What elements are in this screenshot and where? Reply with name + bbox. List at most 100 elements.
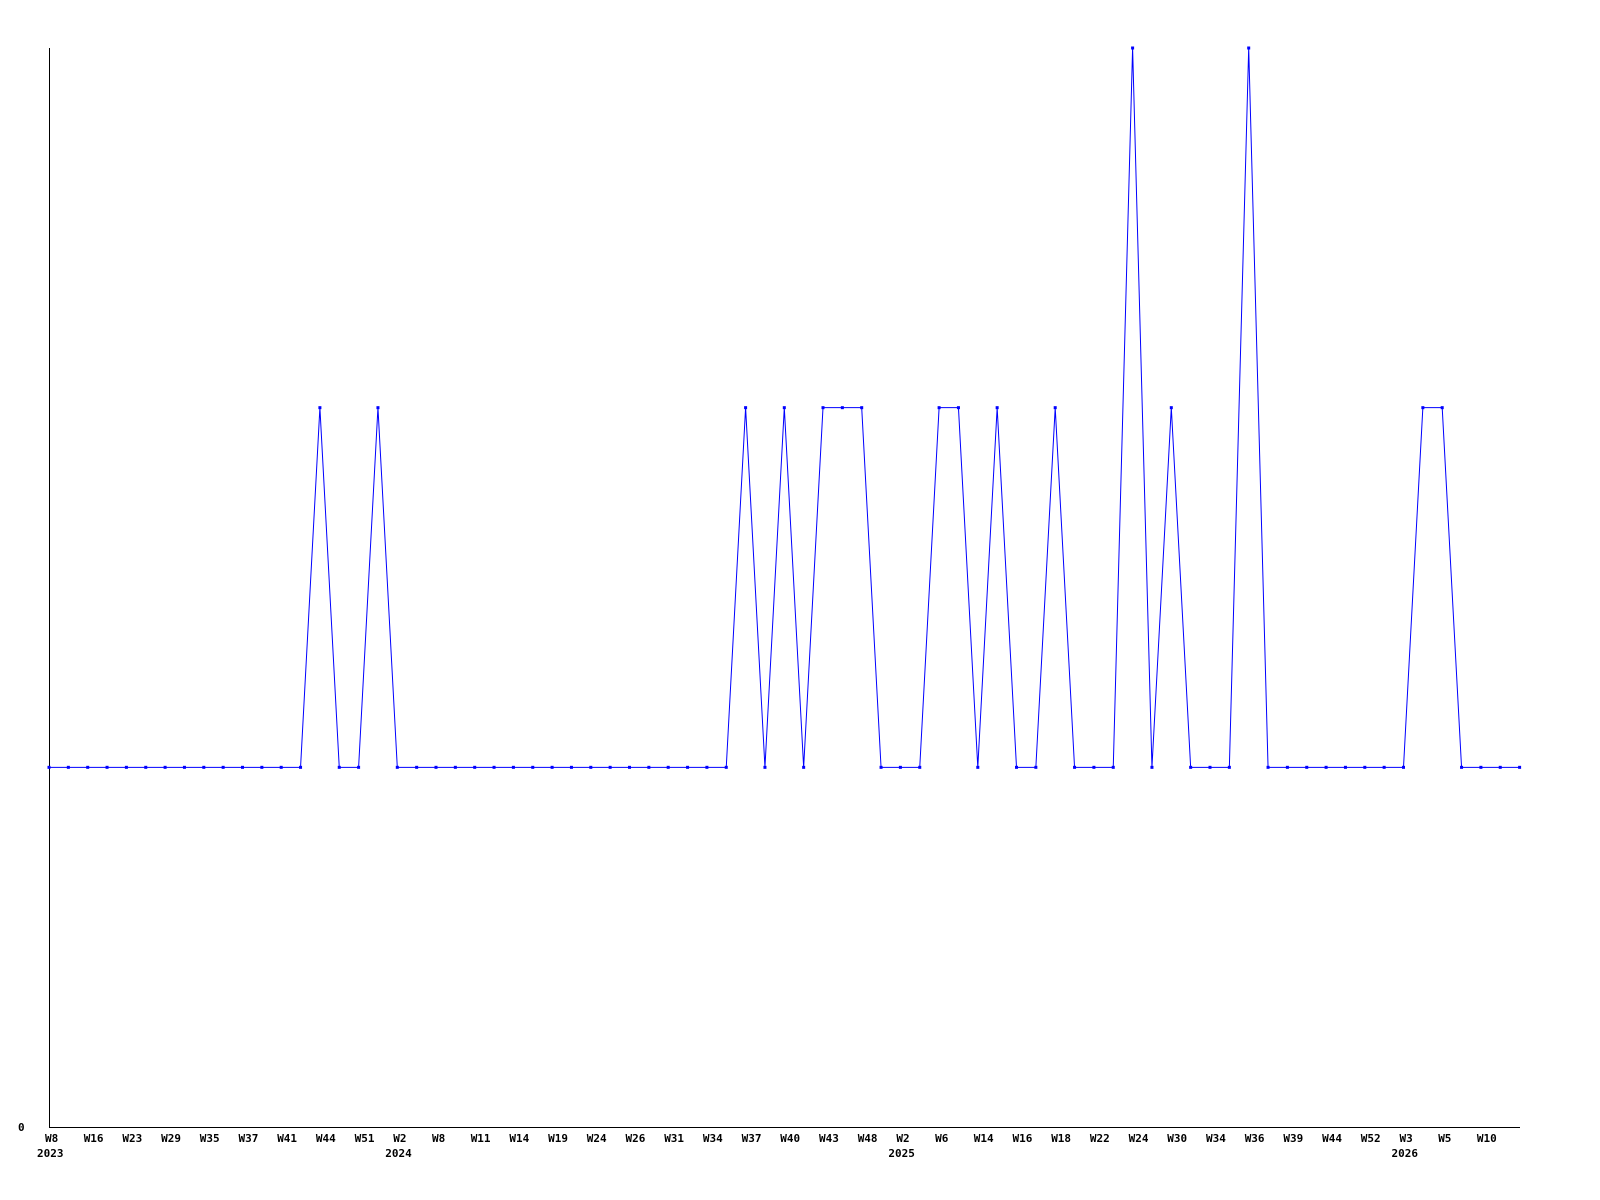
data-point [434,765,438,769]
data-point [1189,765,1193,769]
data-point [124,765,128,769]
data-point [1227,765,1231,769]
x-tick-label: W16 [84,1132,104,1145]
data-point [763,765,767,769]
data-point [1053,406,1057,410]
data-point [202,765,206,769]
data-point [647,765,651,769]
data-point [589,765,593,769]
data-point [976,765,980,769]
data-point [511,765,515,769]
data-point [898,765,902,769]
data-point [802,765,806,769]
data-point [1402,765,1405,769]
y-tick-label: 0 [18,1121,25,1134]
x-tick-label: W14 [509,1132,529,1145]
x-tick-label: W24 [587,1132,607,1145]
data-point [1363,765,1367,769]
x-tick-label: W39 [1283,1132,1303,1145]
data-point [163,765,167,769]
data-point [47,765,51,769]
x-tick-label: W19 [548,1132,568,1145]
year-label: 2026 [1392,1147,1419,1160]
data-point [1343,765,1347,769]
data-point [1131,46,1135,50]
data-point [1382,765,1386,769]
x-tick-label: W51 [355,1132,375,1145]
data-point [144,765,148,769]
data-point [550,765,554,769]
data-point [279,765,283,769]
year-label: 2024 [385,1147,412,1160]
year-label: 2023 [37,1147,64,1160]
data-point [1169,406,1173,410]
data-point [105,765,109,769]
data-point [531,765,535,769]
data-point [221,765,225,769]
data-point [1518,765,1522,769]
x-tick-label: W34 [1206,1132,1226,1145]
x-tick-label: W11 [471,1132,491,1145]
data-point [628,765,631,769]
x-tick-label: W8 [45,1132,58,1145]
data-point [1460,765,1464,769]
x-tick-label: W16 [1013,1132,1033,1145]
data-point [299,765,303,769]
x-tick-label: W52 [1361,1132,1381,1145]
data-point [724,765,728,769]
data-point [744,406,748,410]
x-tick-label: W22 [1090,1132,1110,1145]
x-tick-label: W37 [239,1132,259,1145]
data-point [473,765,477,769]
data-point [241,765,244,769]
data-point [66,765,70,769]
x-tick-label: W26 [626,1132,646,1145]
x-tick-label: W35 [200,1132,220,1145]
data-point [1421,406,1425,410]
data-point [1073,765,1077,769]
x-tick-label: W23 [122,1132,142,1145]
data-point [1092,765,1096,769]
data-point [1111,765,1115,769]
data-point [686,765,690,769]
data-point [376,406,380,410]
data-point [1285,765,1289,769]
data-point [1266,765,1270,769]
data-point [395,765,399,769]
x-tick-label: W31 [664,1132,684,1145]
data-point [453,765,457,769]
data-point [492,765,496,769]
x-tick-label: W5 [1438,1132,1451,1145]
data-point [1498,765,1502,769]
x-tick-label: W40 [780,1132,800,1145]
data-point [937,406,941,410]
data-point [782,406,786,410]
year-label: 2025 [888,1147,915,1160]
data-point [415,765,419,769]
x-tick-label: W44 [316,1132,336,1145]
data-point [918,765,922,769]
data-point [569,765,573,769]
x-tick-label: W44 [1322,1132,1342,1145]
x-tick-label: W2 [393,1132,406,1145]
x-tick-label: W48 [858,1132,878,1145]
x-tick-label: W43 [819,1132,839,1145]
data-point [1305,765,1309,769]
data-point [1150,765,1154,769]
data-point [879,765,883,769]
data-point [260,765,264,769]
data-point [1324,765,1328,769]
x-tick-label: W24 [1129,1132,1149,1145]
data-point [956,406,960,410]
data-point [821,406,825,410]
x-tick-label: W3 [1400,1132,1413,1145]
data-point [1479,765,1483,769]
x-tick-label: W29 [161,1132,181,1145]
data-point [995,406,999,410]
data-point [1015,765,1018,769]
x-tick-label: W30 [1167,1132,1187,1145]
x-tick-label: W34 [703,1132,723,1145]
x-tick-label: W10 [1477,1132,1497,1145]
data-point [666,765,670,769]
